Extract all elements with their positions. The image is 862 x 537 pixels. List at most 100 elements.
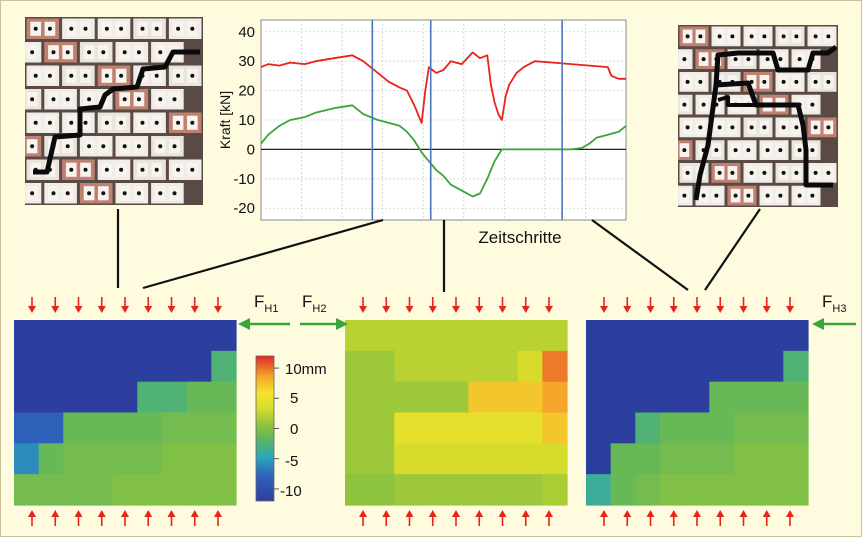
target-dot xyxy=(794,125,799,130)
heatmap-cell xyxy=(211,474,237,506)
target-dot xyxy=(65,144,70,149)
target-dot xyxy=(717,170,722,175)
target-dot xyxy=(65,50,70,55)
target-dot xyxy=(122,191,127,196)
target-dot xyxy=(119,120,124,125)
target-dot xyxy=(765,57,770,62)
heatmap-cell xyxy=(517,474,543,506)
target-dot xyxy=(810,148,815,153)
heatmap-cell xyxy=(783,412,809,444)
target-dot xyxy=(119,26,124,31)
target-dot xyxy=(69,167,74,172)
heatmap-cell xyxy=(419,350,445,383)
target-dot xyxy=(826,79,831,84)
heatmap-cell xyxy=(635,443,661,475)
target-dot xyxy=(154,167,159,172)
load-arrow-head xyxy=(28,510,36,517)
heatmap-cell xyxy=(493,412,519,444)
target-dot xyxy=(781,170,786,175)
heatmap-cell xyxy=(112,350,138,383)
heatmap-cell xyxy=(734,320,760,352)
heatmap-cell xyxy=(211,381,237,414)
heatmap-cell xyxy=(610,320,636,352)
y-tick-label: -20 xyxy=(233,200,255,217)
target-dot xyxy=(104,73,109,78)
target-dot xyxy=(813,79,818,84)
heatmap-cell xyxy=(443,412,469,444)
load-arrow-head xyxy=(167,510,176,517)
target-dot xyxy=(749,170,754,175)
target-dot xyxy=(781,125,786,130)
heatmap-cell xyxy=(394,474,420,506)
load-arrow-head xyxy=(475,306,484,313)
target-dot xyxy=(685,125,690,130)
load-arrow-head xyxy=(545,510,553,517)
load-arrow-head xyxy=(600,306,608,313)
heatmap-cell xyxy=(734,474,760,506)
heatmap-cell xyxy=(345,350,371,383)
target-dot xyxy=(33,26,38,31)
crack-line xyxy=(715,80,833,188)
heatmap-cell xyxy=(684,412,710,444)
heatmap-cell xyxy=(38,381,64,414)
heatmap-cell xyxy=(63,350,89,383)
target-dot xyxy=(47,73,52,78)
heatmap-cell xyxy=(517,381,543,414)
heatmap-cell xyxy=(610,474,636,506)
target-dot xyxy=(65,191,70,196)
heatmap-cell xyxy=(468,443,494,475)
colorbar-tick-4: -10 xyxy=(280,483,302,500)
target-dot xyxy=(83,120,88,125)
crack-line xyxy=(693,45,838,201)
target-dot xyxy=(701,57,706,62)
target-dot xyxy=(30,191,35,196)
target-dot xyxy=(749,34,754,39)
target-dot xyxy=(154,120,159,125)
target-dot xyxy=(778,57,783,62)
heatmap-cell xyxy=(586,350,612,383)
target-dot xyxy=(765,193,770,198)
heatmap-cell xyxy=(14,443,40,475)
target-dot xyxy=(733,148,738,153)
target-dot xyxy=(730,34,735,39)
heatmap-cell xyxy=(443,443,469,475)
target-dot xyxy=(682,102,687,107)
target-dot xyxy=(685,79,690,84)
heatmap-cell xyxy=(394,320,420,352)
plot-area xyxy=(260,19,627,221)
heatmap-cell xyxy=(88,412,114,444)
heatmap-cell xyxy=(88,320,114,352)
heatmap-cell xyxy=(660,350,686,383)
load-arrow-head xyxy=(739,510,748,517)
heatmaps xyxy=(14,320,809,506)
heatmap-cell xyxy=(419,474,445,506)
load-arrow-head xyxy=(521,306,530,313)
target-dot xyxy=(765,148,770,153)
target-dot xyxy=(87,144,92,149)
heatmap-cell xyxy=(112,381,138,414)
heatmap-cell xyxy=(38,443,64,475)
heatmap-cell xyxy=(758,443,784,475)
colorbar-tick-3: -5 xyxy=(285,453,298,470)
target-dot xyxy=(104,120,109,125)
heatmap-cell xyxy=(468,350,494,383)
load-arrow-head xyxy=(428,510,437,517)
load-arrow-head xyxy=(167,306,176,313)
target-dot xyxy=(140,167,145,172)
heatmap-cell xyxy=(493,320,519,352)
target-dot xyxy=(176,73,181,78)
heatmap-cell xyxy=(493,474,519,506)
heatmap-cell xyxy=(63,412,89,444)
heatmap-cell xyxy=(211,443,237,475)
load-arrow-head xyxy=(74,510,83,517)
target-dot xyxy=(136,97,141,102)
colorbar-tick-0: 10mm xyxy=(285,361,327,378)
heatmap-cell xyxy=(783,474,809,506)
heatmap-cell xyxy=(493,381,519,414)
heatmap-cell xyxy=(112,443,138,475)
heatmap-cell xyxy=(709,320,735,352)
y-tick-label: 10 xyxy=(238,112,255,129)
load-arrow-head xyxy=(144,510,153,517)
heatmap-cell xyxy=(542,474,568,506)
